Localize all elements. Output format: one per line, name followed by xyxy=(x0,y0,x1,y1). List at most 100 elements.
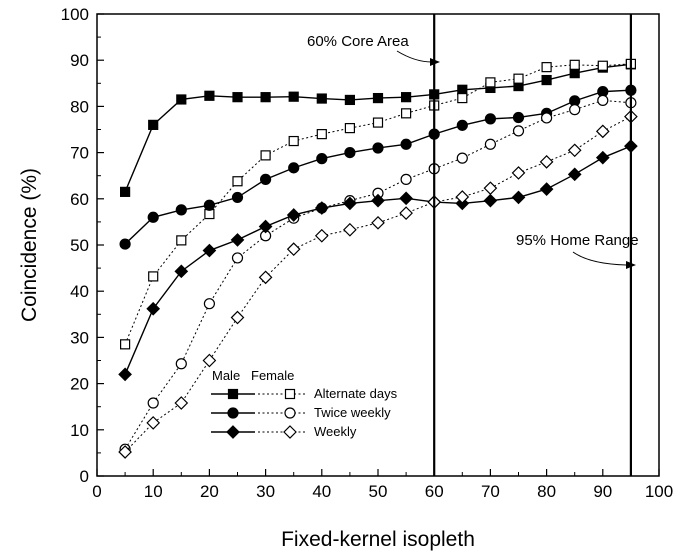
data-point xyxy=(484,113,496,125)
x-tick-label: 30 xyxy=(256,482,275,501)
legend-female-marker xyxy=(283,425,297,439)
data-point xyxy=(372,92,384,104)
data-point xyxy=(595,124,610,139)
data-point xyxy=(457,92,468,104)
data-point xyxy=(540,112,553,124)
y-tick-label: 60 xyxy=(70,190,89,209)
data-point xyxy=(230,233,245,247)
data-point xyxy=(288,135,299,147)
data-point xyxy=(372,117,384,128)
x-tick-label: 10 xyxy=(144,482,163,501)
data-point xyxy=(146,301,161,316)
data-point xyxy=(175,358,187,370)
core-area-arrowhead xyxy=(430,58,440,66)
data-point xyxy=(314,228,329,243)
data-point xyxy=(147,211,159,223)
data-point xyxy=(232,176,243,187)
data-point xyxy=(288,91,299,102)
legend-male-marker xyxy=(226,425,240,439)
legend-header-female: Female xyxy=(251,368,294,383)
data-point xyxy=(485,77,496,88)
data-point xyxy=(400,138,412,150)
data-point xyxy=(569,68,580,79)
data-point xyxy=(400,173,412,185)
data-point xyxy=(174,396,189,410)
x-tick-label: 40 xyxy=(312,482,331,501)
series-female-weekly xyxy=(118,109,638,459)
y-tick-label: 90 xyxy=(70,51,89,70)
data-point xyxy=(260,92,271,103)
data-point xyxy=(597,94,609,106)
data-point xyxy=(176,94,187,105)
data-point xyxy=(372,142,384,154)
data-point xyxy=(204,208,215,220)
x-tick-label: 80 xyxy=(537,482,556,501)
legend-header-male: Male xyxy=(212,368,240,383)
y-tick-label: 0 xyxy=(80,467,89,486)
data-point xyxy=(456,152,468,164)
data-point xyxy=(344,123,355,134)
data-point xyxy=(483,193,498,208)
data-point xyxy=(344,147,356,159)
legend-label-alternate-days: Alternate days xyxy=(314,386,398,401)
data-point xyxy=(175,204,187,216)
data-point xyxy=(204,90,215,101)
x-tick-label: 100 xyxy=(645,482,673,501)
home-range-arrow xyxy=(572,251,627,266)
data-point xyxy=(597,60,608,71)
y-axis-ticks: 0 10 20 30 40 50 60 70 80 90 100 xyxy=(61,5,104,486)
data-point xyxy=(343,196,357,211)
data-point xyxy=(511,190,526,205)
data-point xyxy=(539,154,554,169)
annotations: 60% Core Area 95% Home Range xyxy=(307,33,639,269)
y-tick-label: 80 xyxy=(70,97,89,116)
y-tick-label: 100 xyxy=(61,5,89,24)
x-tick-label: 60 xyxy=(425,482,444,501)
data-point xyxy=(316,153,328,165)
data-point xyxy=(260,173,272,185)
data-point xyxy=(511,166,526,180)
data-point xyxy=(118,367,132,382)
x-tick-label: 20 xyxy=(200,482,219,501)
home-range-annotation: 95% Home Range xyxy=(516,232,639,249)
data-point xyxy=(258,270,273,285)
data-point xyxy=(455,190,470,204)
data-point xyxy=(202,353,217,368)
legend-samples xyxy=(211,388,306,439)
data-point xyxy=(316,129,327,140)
data-point xyxy=(232,92,243,103)
data-point xyxy=(344,94,355,106)
data-point xyxy=(231,191,244,204)
data-point xyxy=(512,125,525,137)
data-point xyxy=(399,191,413,206)
data-point xyxy=(146,416,161,430)
x-tick-label: 50 xyxy=(369,482,388,501)
data-point xyxy=(483,181,498,196)
data-point xyxy=(343,222,357,237)
data-point xyxy=(314,201,329,215)
y-tick-label: 30 xyxy=(70,328,89,347)
y-tick-label: 70 xyxy=(70,144,89,163)
data-point xyxy=(539,182,554,196)
legend-label-twice-weekly: Twice weekly xyxy=(314,405,391,420)
data-point xyxy=(148,119,159,130)
y-tick-label: 20 xyxy=(70,375,89,394)
data-point xyxy=(147,397,159,409)
data-point xyxy=(316,93,327,104)
legend: Male Female Alternate days Twice weekly … xyxy=(211,368,398,439)
data-point xyxy=(231,252,244,264)
data-point xyxy=(569,104,581,116)
data-point xyxy=(148,271,159,282)
data-point xyxy=(203,199,215,211)
legend-female-marker xyxy=(284,388,296,400)
core-area-arrow xyxy=(396,50,433,63)
data-point xyxy=(399,206,413,220)
y-tick-label: 50 xyxy=(70,236,89,255)
data-point xyxy=(371,215,385,230)
data-point xyxy=(176,235,187,246)
data-point xyxy=(174,264,189,279)
x-axis-title: Fixed-kernel isopleth xyxy=(281,528,475,551)
x-axis-ticks: 0 10 20 30 40 50 60 70 80 90 100 xyxy=(92,469,673,501)
data-point xyxy=(401,92,412,103)
